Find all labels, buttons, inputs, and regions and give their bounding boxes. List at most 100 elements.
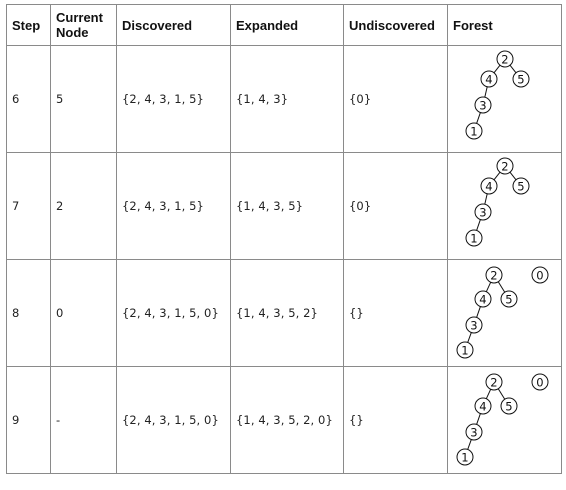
tree-node-label: 5 (505, 400, 512, 414)
tree-node-4: 4 (474, 290, 492, 308)
header-row: Step Current Node Discovered Expanded Un… (6, 4, 562, 46)
cell-step: 7 (6, 152, 51, 260)
tree-node-label: 3 (470, 319, 477, 333)
cell-undiscovered: {} (343, 259, 448, 367)
tree-node-label: 2 (501, 53, 508, 67)
cell-discovered: {2, 4, 3, 1, 5, 0} (116, 259, 231, 367)
tree-node-label: 3 (470, 426, 477, 440)
cell-step: 9 (6, 366, 51, 474)
forest-diagram: 24 5 31 (465, 50, 530, 140)
forest-diagram: 2 0 4 5 31 (456, 266, 549, 359)
tree-node-5: 5 (512, 177, 530, 195)
header-discovered: Discovered (116, 4, 231, 46)
tree-edge-4-3 (476, 306, 481, 318)
tree-node-5: 5 (512, 70, 530, 88)
cell-expanded: {1, 4, 3, 5, 2} (230, 259, 344, 367)
tree-edge-3-1 (476, 112, 481, 124)
cell-current-node: 5 (50, 45, 117, 153)
tree-edge-2-5 (497, 281, 506, 293)
tree-edge-4-3 (484, 86, 488, 98)
tree-node-0: 0 (531, 266, 549, 284)
tree-node-label: 1 (470, 125, 477, 139)
table-row: 8 0 {2, 4, 3, 1, 5, 0} {1, 4, 3, 5, 2} {… (6, 259, 562, 367)
tree-node-label: 2 (501, 160, 508, 174)
table-row: 9 - {2, 4, 3, 1, 5, 0} {1, 4, 3, 5, 2, 0… (6, 366, 562, 474)
header-expanded: Expanded (230, 4, 344, 46)
tree-node-5: 5 (500, 290, 518, 308)
cell-discovered: {2, 4, 3, 1, 5} (116, 152, 231, 260)
tree-edge-2-4 (493, 64, 501, 74)
tree-node-1: 1 (465, 122, 483, 140)
tree-node-3: 3 (465, 423, 483, 441)
tree-node-label: 2 (490, 376, 497, 390)
cell-undiscovered: {} (343, 366, 448, 474)
tree-node-label: 0 (536, 376, 543, 390)
tree-node-label: 0 (536, 269, 543, 283)
bfs-steps-table: Step Current Node Discovered Expanded Un… (6, 4, 562, 474)
tree-node-5: 5 (500, 397, 518, 415)
tree-edge-2-4 (485, 282, 492, 292)
tree-node-label: 1 (470, 232, 477, 246)
cell-step: 6 (6, 45, 51, 153)
tree-node-2: 2 (485, 266, 503, 284)
tree-node-label: 1 (461, 344, 468, 358)
forest-diagram: 24 5 31 (465, 157, 530, 247)
bfs-steps-table-container: Step Current Node Discovered Expanded Un… (6, 4, 562, 474)
tree-edge-2-4 (493, 171, 501, 181)
tree-node-1: 1 (456, 448, 474, 466)
tree-node-label: 3 (479, 99, 486, 113)
tree-node-4: 4 (480, 70, 498, 88)
tree-edge-3-1 (476, 219, 481, 231)
tree-node-label: 4 (485, 73, 492, 87)
tree-node-0: 0 (531, 373, 549, 391)
tree-node-3: 3 (474, 203, 492, 221)
cell-expanded: {1, 4, 3, 5} (230, 152, 344, 260)
tree-node-label: 5 (517, 73, 524, 87)
header-forest: Forest (447, 4, 562, 46)
tree-node-3: 3 (474, 96, 492, 114)
header-step: Step (6, 4, 51, 46)
tree-node-4: 4 (480, 177, 498, 195)
cell-current-node: 0 (50, 259, 117, 367)
header-current-node: Current Node (50, 4, 117, 46)
forest-diagram: 2 0 4 5 31 (456, 373, 549, 466)
tree-edge-2-5 (497, 388, 506, 400)
cell-discovered: {2, 4, 3, 1, 5, 0} (116, 366, 231, 474)
tree-node-3: 3 (465, 316, 483, 334)
tree-node-1: 1 (465, 229, 483, 247)
cell-step: 8 (6, 259, 51, 367)
tree-node-label: 3 (479, 206, 486, 220)
tree-edge-3-1 (467, 439, 472, 450)
tree-edge-2-5 (509, 64, 517, 74)
tree-node-2: 2 (485, 373, 503, 391)
tree-node-label: 1 (461, 451, 468, 465)
tree-edge-3-1 (467, 332, 472, 343)
tree-node-2: 2 (496, 50, 514, 68)
table-header: Step Current Node Discovered Expanded Un… (6, 4, 562, 46)
tree-edge-4-3 (484, 193, 488, 205)
cell-undiscovered: {0} (343, 152, 448, 260)
tree-node-label: 4 (485, 180, 492, 194)
header-undiscovered: Undiscovered (343, 4, 448, 46)
cell-expanded: {1, 4, 3} (230, 45, 344, 153)
tree-node-label: 4 (479, 293, 486, 307)
tree-node-label: 2 (490, 269, 497, 283)
cell-current-node: 2 (50, 152, 117, 260)
cell-undiscovered: {0} (343, 45, 448, 153)
cell-discovered: {2, 4, 3, 1, 5} (116, 45, 231, 153)
tree-node-label: 5 (517, 180, 524, 194)
tree-node-1: 1 (456, 341, 474, 359)
tree-node-2: 2 (496, 157, 514, 175)
tree-node-label: 5 (505, 293, 512, 307)
tree-edge-2-4 (485, 389, 492, 399)
tree-edge-4-3 (476, 413, 481, 425)
tree-node-label: 4 (479, 400, 486, 414)
tree-edge-2-5 (509, 171, 517, 181)
